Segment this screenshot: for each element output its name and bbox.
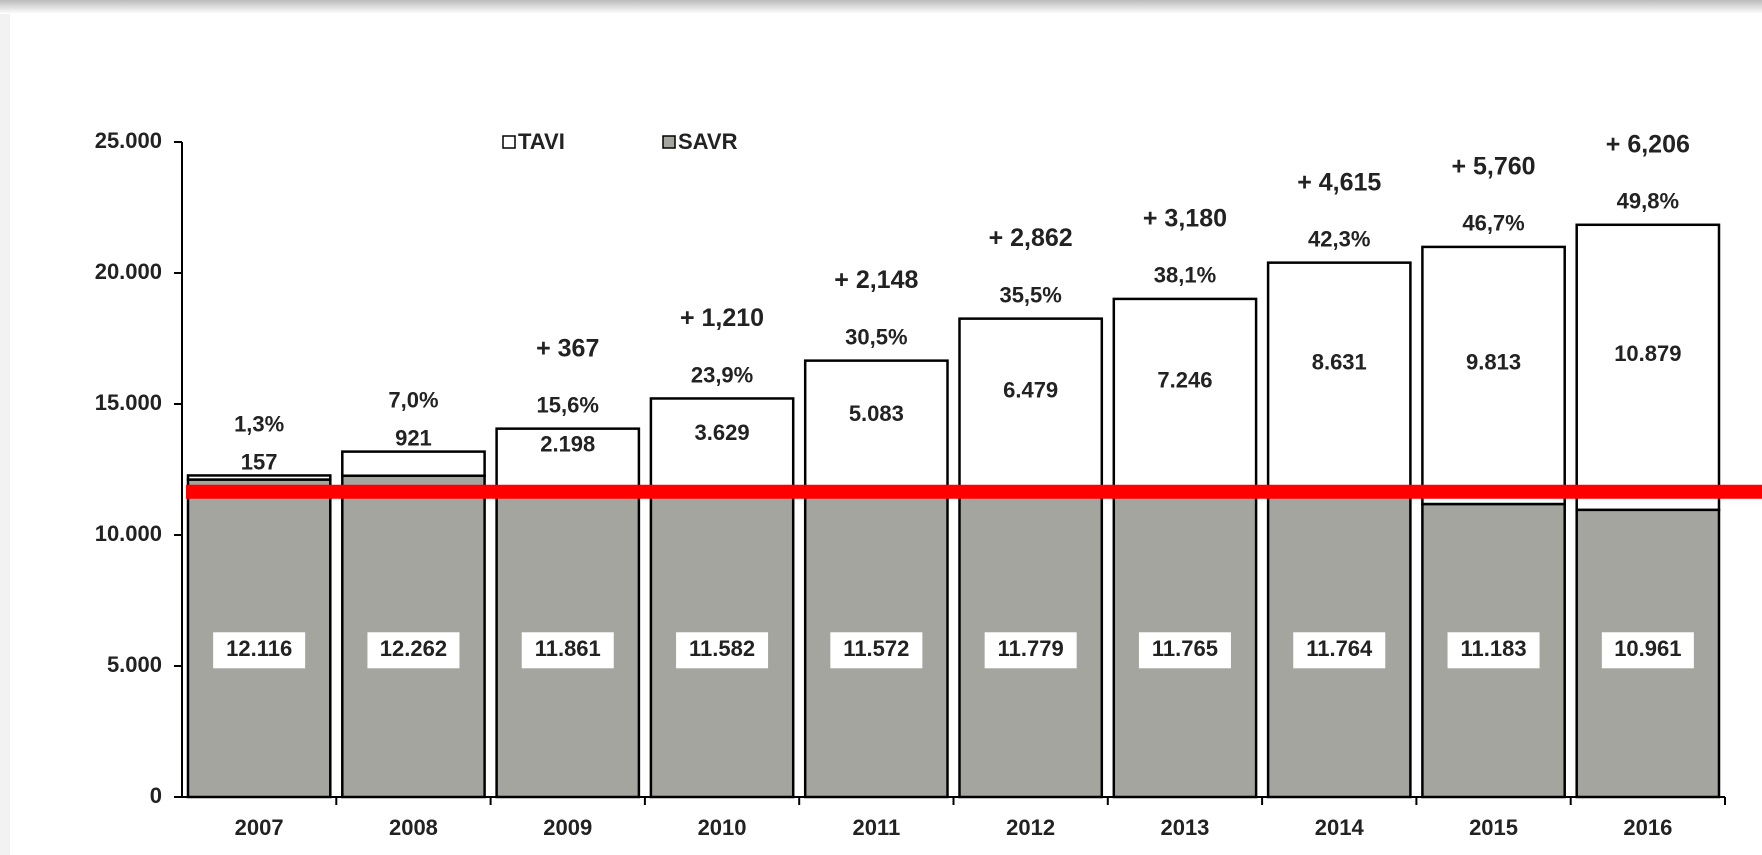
value-label: 11.572 — [843, 636, 909, 661]
x-tick-label: 2016 — [1623, 815, 1672, 840]
y-tick-label: 15.000 — [95, 390, 162, 415]
x-tick-label: 2009 — [543, 815, 592, 840]
value-label: 11.183 — [1461, 636, 1527, 661]
bar-segment — [1575, 223, 1721, 512]
value-label-box — [521, 632, 614, 669]
value-label: 157 — [241, 449, 278, 474]
value-label: 8.631 — [1312, 350, 1367, 375]
share-label: 35,5% — [999, 282, 1061, 307]
bar-segment — [186, 474, 332, 481]
value-label: 11.765 — [1152, 636, 1218, 661]
y-tick-label: 0 — [150, 783, 162, 808]
share-label: 23,9% — [691, 362, 753, 387]
growth-label: + 5,760 — [1451, 153, 1535, 181]
x-tick-label: 2013 — [1160, 815, 1209, 840]
y-tick-label: 5.000 — [107, 652, 162, 677]
value-label: 10.961 — [1614, 636, 1681, 661]
share-label: 1,3% — [234, 411, 284, 436]
value-label-box — [213, 632, 306, 669]
value-label: 7.246 — [1157, 368, 1212, 393]
value-label-box — [367, 632, 460, 669]
value-label-box — [984, 632, 1077, 669]
value-label-box — [1601, 632, 1694, 669]
value-label-box — [830, 632, 923, 669]
value-label: 11.582 — [689, 636, 755, 661]
value-label: 2.198 — [540, 431, 595, 456]
x-tick-label: 2010 — [698, 815, 747, 840]
x-tick-label: 2008 — [389, 815, 438, 840]
share-label: 49,8% — [1617, 189, 1679, 214]
growth-label: + 367 — [536, 334, 599, 362]
value-label-box — [1293, 632, 1386, 669]
value-label-box — [1447, 632, 1540, 669]
share-label: 15,6% — [537, 392, 599, 417]
y-tick-label: 25.000 — [95, 128, 162, 153]
value-label: 12.262 — [380, 636, 447, 661]
value-label-box — [676, 632, 769, 669]
bar-segment — [1266, 261, 1412, 491]
bar-segment — [1421, 245, 1566, 506]
bar-segment — [341, 450, 486, 477]
growth-label: + 2,148 — [834, 266, 918, 294]
x-tick-label: 2011 — [852, 815, 900, 840]
growth-label: + 2,862 — [989, 224, 1073, 252]
growth-label: + 3,180 — [1143, 205, 1227, 233]
x-tick-label: 2014 — [1315, 815, 1365, 840]
value-label-box — [1138, 632, 1231, 669]
growth-label: + 4,615 — [1297, 168, 1381, 196]
y-tick-label: 20.000 — [95, 259, 162, 284]
legend-swatch — [662, 135, 676, 149]
value-label: 3.629 — [695, 420, 750, 445]
growth-label: + 1,210 — [680, 304, 764, 332]
bar-segment — [1112, 297, 1258, 491]
value-label: 10.879 — [1614, 341, 1681, 366]
value-label: 11.861 — [535, 636, 601, 661]
share-label: 46,7% — [1462, 211, 1524, 236]
value-label: 6.479 — [1003, 377, 1058, 402]
share-label: 7,0% — [388, 387, 438, 412]
share-label: 38,1% — [1154, 263, 1216, 288]
value-label: 11.779 — [998, 636, 1064, 661]
bar-segment — [803, 359, 949, 496]
bar-segment — [495, 427, 641, 488]
x-tick-label: 2012 — [1006, 815, 1055, 840]
value-label: 12.116 — [226, 636, 292, 661]
left-edge — [0, 14, 10, 855]
share-label: 42,3% — [1308, 226, 1370, 251]
x-tick-label: 2007 — [235, 815, 284, 840]
bar-segment — [649, 397, 795, 495]
y-tick-label: 10.000 — [95, 521, 162, 546]
bar-segment — [186, 478, 332, 799]
value-label: 921 — [395, 425, 432, 450]
legend-label: TAVI — [518, 129, 565, 154]
share-label: 30,5% — [845, 324, 907, 349]
value-label: 11.764 — [1306, 636, 1373, 661]
legend-label: SAVR — [678, 129, 738, 154]
top-shadow — [0, 0, 1762, 14]
legend-swatch — [502, 135, 516, 149]
x-tick-label: 2015 — [1469, 815, 1518, 840]
growth-label: + 6,206 — [1606, 130, 1690, 158]
bar-segment — [958, 317, 1104, 490]
value-label: 9.813 — [1466, 349, 1521, 374]
value-label: 5.083 — [849, 401, 904, 426]
